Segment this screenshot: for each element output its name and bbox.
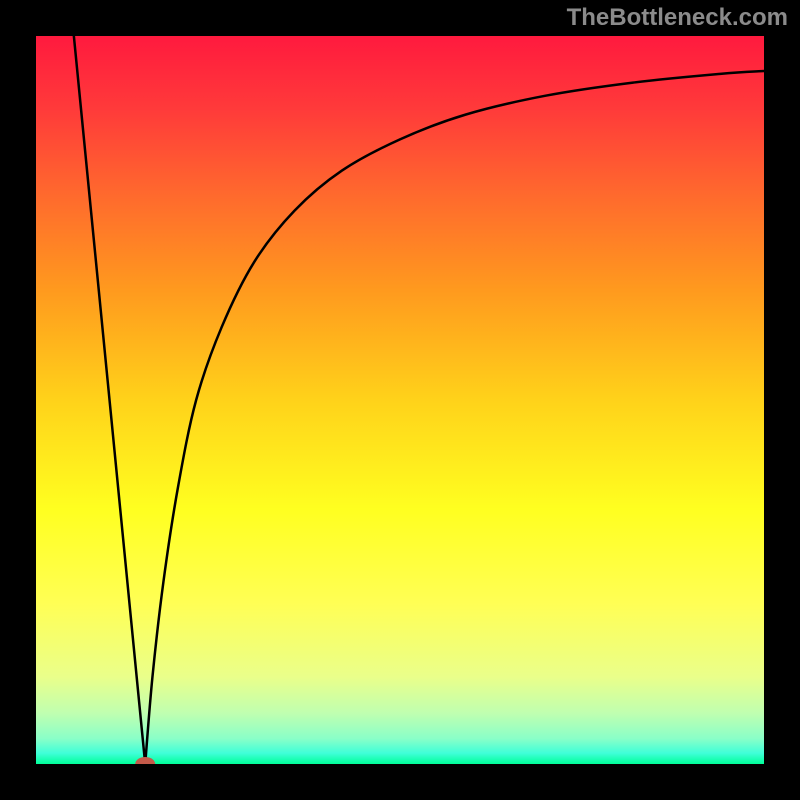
chart-svg xyxy=(0,0,800,800)
plot-background xyxy=(36,36,764,764)
vertex_marker xyxy=(135,757,155,771)
watermark-text: TheBottleneck.com xyxy=(567,4,788,32)
chart-frame: TheBottleneck.com xyxy=(0,0,800,800)
